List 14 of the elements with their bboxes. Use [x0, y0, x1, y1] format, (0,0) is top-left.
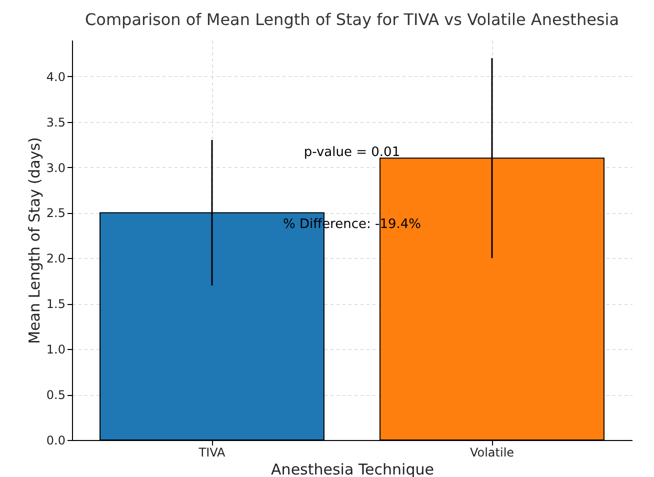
y-tick-label: 2.5 — [46, 206, 66, 220]
y-tick-label: 2.0 — [46, 252, 66, 266]
y-tick-label: 0.0 — [46, 434, 66, 448]
chart-title: Comparison of Mean Length of Stay for TIVA vs Volatile Anesthesia — [84, 10, 620, 29]
y-tick-label: 0.5 — [46, 388, 66, 402]
y-tick-label: 4.0 — [46, 70, 66, 84]
annotation: p-value = 0.01 — [304, 145, 400, 160]
y-tick-label: 1.0 — [46, 342, 66, 357]
y-tick-label: 3.0 — [46, 160, 66, 175]
x-tick-label: Volatile — [470, 446, 514, 460]
y-tick-label: 3.5 — [46, 115, 66, 130]
y-tick-label: 1.5 — [46, 297, 66, 312]
y-axis-title: Mean Length of Stay (days) — [25, 137, 44, 344]
x-tick-label: TIVA — [198, 446, 226, 460]
